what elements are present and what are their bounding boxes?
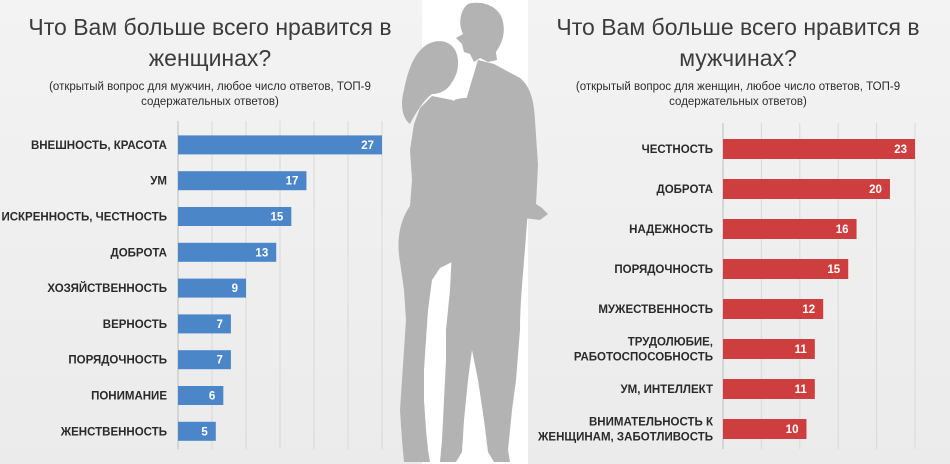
bar — [723, 379, 815, 399]
left-chart-title: Что Вам больше всего нравится в женщинах… — [28, 14, 392, 71]
category-label: ПОРЯДОЧНОСТЬ — [68, 355, 167, 367]
category-label: УМ, ИНТЕЛЛЕКТ — [620, 384, 713, 396]
bar-value-label: 6 — [209, 391, 215, 403]
right-chart-title: Что Вам больше всего нравится в мужчинах… — [556, 14, 920, 71]
category-label: ДОБРОТА — [657, 184, 713, 196]
bar-value-label: 17 — [286, 176, 299, 188]
bar — [723, 139, 915, 159]
bar-value-label: 11 — [795, 384, 808, 396]
bar — [723, 299, 824, 319]
bar — [723, 419, 807, 439]
bar-value-label: 11 — [795, 344, 808, 356]
bar-value-label: 15 — [827, 264, 840, 276]
bar — [178, 135, 382, 155]
bar — [723, 219, 857, 239]
right-chart-subtitle: (открытый вопрос для женщин, любое число… — [575, 81, 901, 108]
category-label: ВЕРНОСТЬ — [103, 319, 167, 331]
category-label: ЖЕНСТВЕННОСТЬ — [60, 426, 167, 438]
bar-value-label: 20 — [869, 184, 882, 196]
right-panel: Что Вам больше всего нравится в мужчинах… — [528, 0, 950, 464]
category-label: ТРУДОЛЮБИЕ, РАБОТОСПОСОБНОСТЬ — [574, 337, 713, 364]
bar — [723, 179, 890, 199]
category-label: ВНИМАТЕЛЬНОСТЬ К ЖЕНЩИНАМ, ЗАБОТЛИВОСТЬ — [537, 417, 714, 444]
bar-value-label: 27 — [361, 140, 374, 152]
category-label: ЧЕСТНОСТЬ — [642, 144, 713, 156]
bar-value-label: 23 — [894, 144, 907, 156]
bar — [178, 421, 216, 441]
category-label: УМ — [150, 176, 167, 188]
bar-value-label: 9 — [232, 283, 238, 295]
bar — [178, 171, 307, 191]
left-bar-chart: 27 ВНЕШНОСТЬ, КРАСОТА 17 УМ 15 ИСКРЕННОСТЬ, Ч… — [1, 121, 383, 450]
bar-value-label: 12 — [802, 304, 815, 316]
category-label: МУЖЕСТВЕННОСТЬ — [598, 304, 713, 316]
left-chart-subtitle: (открытый вопрос для мужчин, любое число… — [49, 81, 371, 108]
bar-value-label: 7 — [216, 355, 222, 367]
category-label: ХОЗЯЙСТВЕННОСТЬ — [47, 282, 167, 295]
bar-value-label: 16 — [836, 224, 849, 236]
right-bar-chart: 23 ЧЕСТНОСТЬ 20 ДОБРОТА 16 НАДЕЖНОСТЬ 15 ПОРЯДО… — [537, 123, 916, 449]
bar — [723, 339, 815, 359]
bar — [178, 278, 246, 298]
category-label: НАДЕЖНОСТЬ — [629, 224, 713, 236]
bar-value-label: 7 — [216, 319, 222, 331]
bar — [178, 386, 224, 405]
bar — [178, 242, 277, 262]
category-label: ВНЕШНОСТЬ, КРАСОТА — [31, 140, 167, 152]
bar — [178, 207, 292, 226]
bar-value-label: 5 — [201, 426, 208, 438]
category-label: ИСКРЕННОСТЬ, ЧЕСТНОСТЬ — [1, 212, 167, 224]
bar-value-label: 10 — [786, 424, 799, 436]
bar — [723, 259, 849, 279]
category-label: ДОБРОТА — [111, 247, 167, 259]
category-label: ПОРЯДОЧНОСТЬ — [614, 264, 713, 276]
bar-value-label: 15 — [271, 212, 284, 224]
bar — [178, 314, 231, 334]
bar — [178, 350, 231, 370]
bar-value-label: 13 — [255, 247, 268, 259]
category-label: ПОНИМАНИЕ — [91, 391, 167, 403]
left-panel: Что Вам больше всего нравится в женщинах… — [0, 0, 422, 464]
